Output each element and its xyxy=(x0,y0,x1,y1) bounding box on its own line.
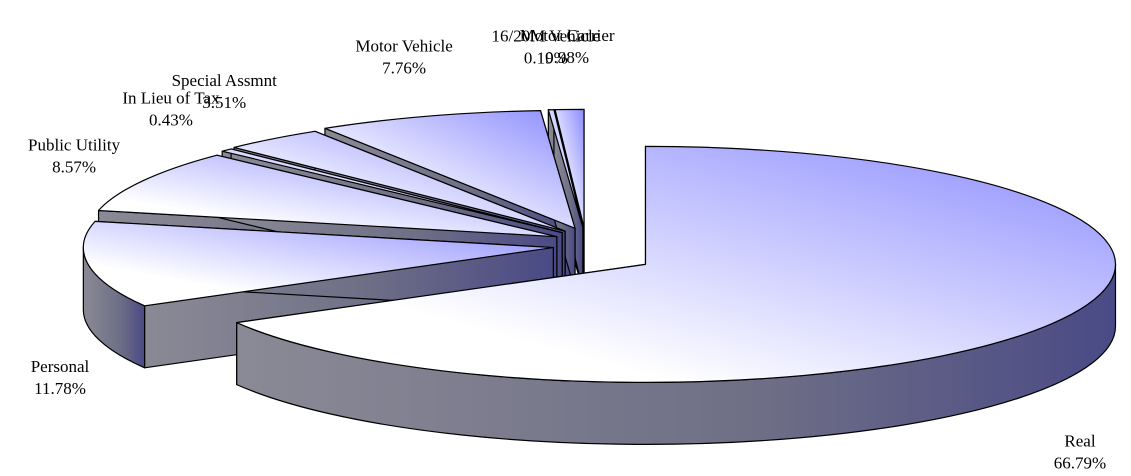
slice-label: Real xyxy=(1064,432,1095,451)
slice xyxy=(554,108,585,229)
slice-value-label: 0.19% xyxy=(524,48,568,67)
slice-value-label: 11.78% xyxy=(34,379,86,398)
slice xyxy=(236,145,1117,383)
slice-label: Special Assmnt xyxy=(172,71,278,90)
slice-value-label: 7.76% xyxy=(382,58,426,77)
slice-value-label: 0.43% xyxy=(149,110,193,129)
slice xyxy=(97,154,558,238)
slice xyxy=(233,130,566,232)
slice-label: Public Utility xyxy=(28,135,121,154)
slice-label: In Lieu of Tax xyxy=(122,88,220,107)
slice-value-label: 8.57% xyxy=(52,157,96,176)
slice xyxy=(221,148,563,234)
pie-plot: Real 66.79% Personal 11.78% Public Utility 8.… xyxy=(28,26,1117,473)
slice-label: Motor Carrier xyxy=(520,26,615,45)
slice-label: Personal xyxy=(31,357,90,376)
slice xyxy=(82,220,554,307)
slice-label: 16/20M Vehicle xyxy=(491,26,600,45)
slice-label: Motor Vehicle xyxy=(355,36,452,55)
slice-value-label: 3.51% xyxy=(202,93,246,112)
slice xyxy=(547,109,584,229)
slice xyxy=(324,109,576,229)
slice-value-label: 66.79% xyxy=(1054,454,1106,473)
slice-value-label: 0.98% xyxy=(545,48,589,67)
